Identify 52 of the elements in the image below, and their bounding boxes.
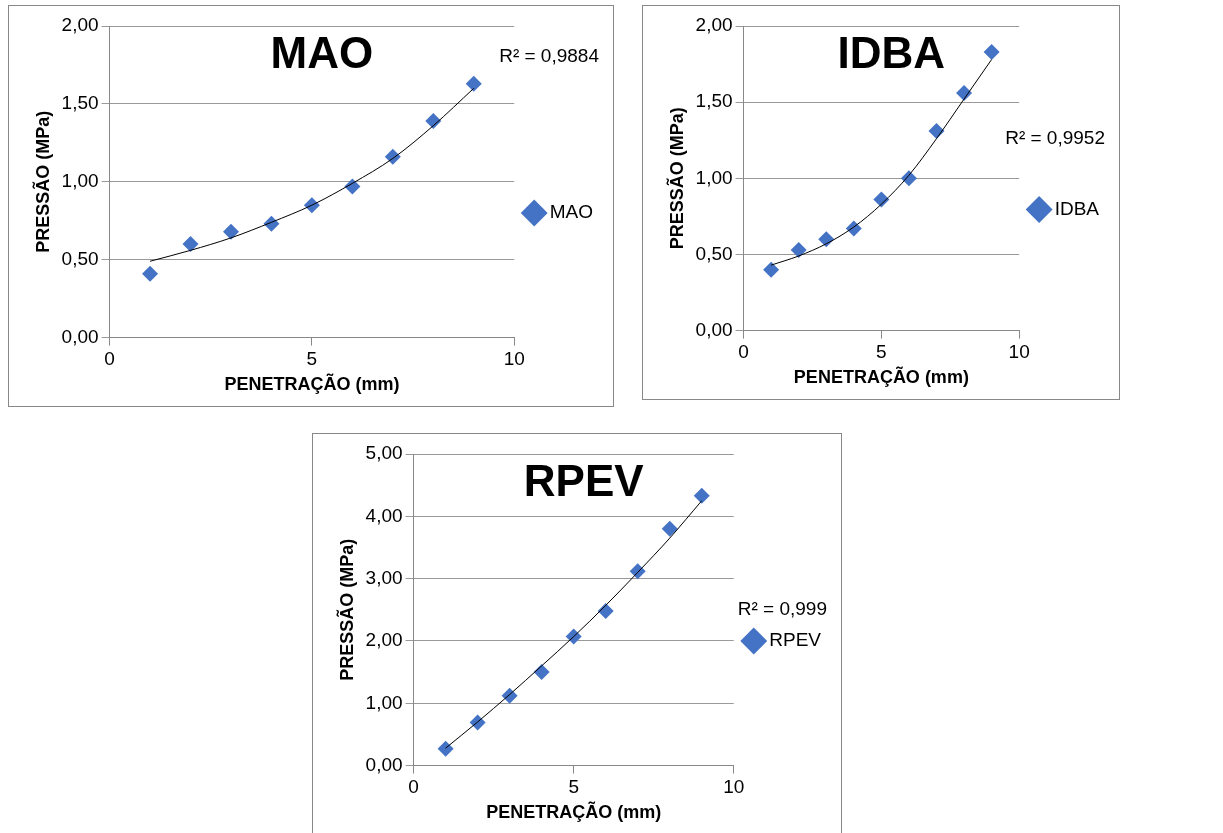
annotation: R² = 0,9884 [499,45,600,67]
y-tick-label: 1,00 [695,166,733,188]
x-tick-label: 5 [568,776,579,798]
y-tick-label: 0,00 [61,325,99,347]
x-tick-label: 0 [738,341,749,363]
y-axis-title: PRESSÃO (MPa) [31,110,53,253]
y-tick-label: 0,00 [365,753,403,775]
y-tick-label: 0,50 [695,242,733,264]
point [437,740,454,757]
y-tick-label: 2,00 [365,629,403,651]
y-tick-label: 0,50 [61,247,99,269]
legend-label: IDBA [1054,197,1100,219]
y-tick-label: 1,00 [61,170,99,192]
x-tick-label: 5 [306,348,318,370]
x-tick-label: 10 [1008,341,1030,363]
y-tick-label: 2,00 [61,14,99,36]
x-axis-title: PENETRAÇÃO (mm) [793,366,969,388]
x-axis-title: PENETRAÇÃO (mm) [224,373,400,395]
legend-label: RPEV [769,629,822,651]
point [629,563,646,580]
y-tick-label: 5,00 [365,442,403,464]
x-tick-label: 5 [876,341,887,363]
annotation: R² = 0,9952 [1005,126,1105,148]
point [597,603,614,620]
chart-title: RPEV [523,456,645,506]
y-axis-title: PRESSÃO (MPa) [665,107,687,250]
point [661,520,678,537]
chart-title: MAO [270,28,374,78]
y-tick-label: 1,00 [365,691,403,713]
point [182,236,199,253]
point [222,223,239,240]
y-tick-label: 4,00 [365,504,403,526]
point [763,261,780,278]
y-tick-label: 2,00 [695,14,733,36]
y-tick-label: 0,00 [695,318,733,340]
chart-title: IDBA [837,28,946,78]
point [693,487,710,504]
point [465,75,482,92]
x-tick-label: 0 [408,776,419,798]
x-tick-label: 0 [104,348,115,370]
point [790,241,807,258]
point [142,265,159,282]
point [983,43,1000,60]
x-axis-title: PENETRAÇÃO (mm) [486,801,662,823]
y-tick-label: 3,00 [365,566,403,588]
y-tick-label: 1,50 [695,90,733,112]
y-tick-label: 1,50 [61,92,99,114]
legend-label: MAO [549,201,593,223]
y-axis-title: PRESSÃO (MPa) [335,538,357,681]
x-tick-label: 10 [503,348,525,370]
text: R² = 0,999 [737,598,827,620]
x-tick-label: 10 [723,776,745,798]
